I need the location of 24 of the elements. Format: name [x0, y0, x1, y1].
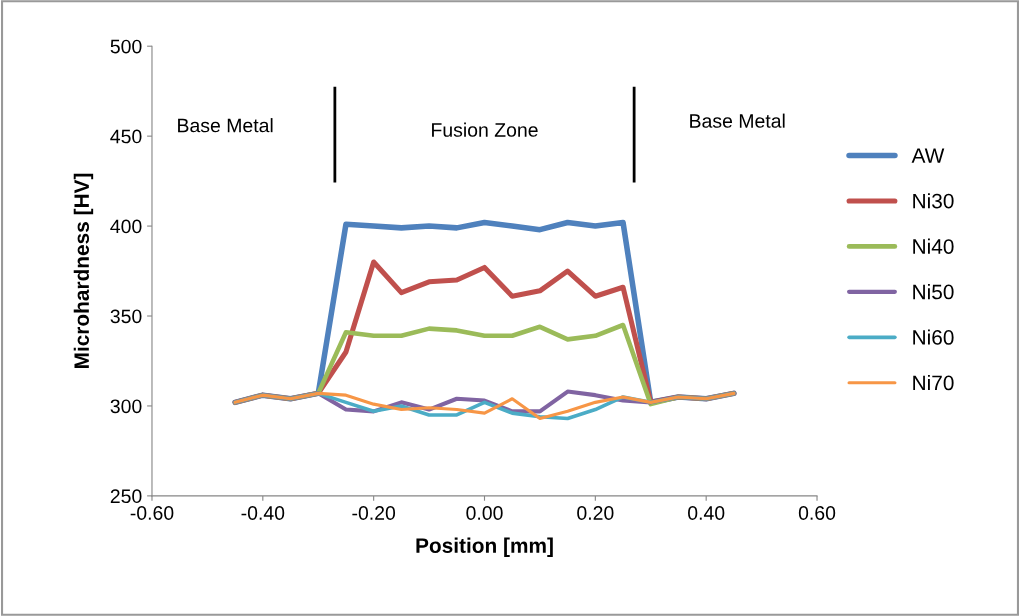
annotation: Base Metal	[690, 113, 785, 128]
x-tick-label: 0.00	[466, 506, 503, 520]
x-tick-label: -0.20	[352, 506, 396, 520]
legend-label: Ni40	[913, 238, 954, 254]
legend-label: Ni30	[913, 193, 954, 209]
legend-label: Ni60	[913, 329, 954, 345]
y-tick-label: 450	[110, 129, 142, 144]
annotation: Base Metal	[178, 118, 273, 133]
y-tick-label: 400	[110, 219, 142, 234]
x-tick-label: -0.40	[241, 506, 285, 520]
x-axis-title: Position [mm]	[416, 537, 553, 558]
y-axis-title: Microhardness [HV]	[73, 173, 94, 369]
annotation: Fusion Zone	[432, 122, 538, 137]
y-tick-label: 350	[110, 309, 142, 324]
y-tick-label: 300	[110, 399, 142, 414]
x-tick-label: -0.60	[130, 506, 174, 520]
legend-label: Ni50	[913, 284, 954, 300]
x-tick-label: 0.20	[577, 506, 614, 520]
x-tick-label: 0.60	[798, 506, 836, 520]
y-tick-label: 500	[110, 39, 142, 54]
y-tick-label: 250	[110, 489, 142, 504]
legend-label: AW	[911, 148, 945, 163]
legend-label: Ni70	[913, 374, 954, 391]
x-tick-label: 0.40	[688, 506, 725, 520]
